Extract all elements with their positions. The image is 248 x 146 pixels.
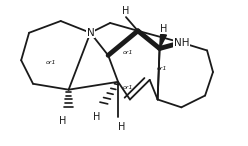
Polygon shape xyxy=(160,34,166,48)
Text: or1: or1 xyxy=(156,66,167,71)
Text: or1: or1 xyxy=(123,50,133,55)
Text: H: H xyxy=(118,122,126,132)
Text: H: H xyxy=(59,116,66,126)
Text: or1: or1 xyxy=(46,60,56,65)
Text: NH: NH xyxy=(174,38,189,48)
Text: H: H xyxy=(93,112,100,122)
Text: H: H xyxy=(122,6,130,16)
Text: or1: or1 xyxy=(123,85,133,90)
Text: H: H xyxy=(160,24,167,34)
Text: N: N xyxy=(87,28,94,38)
